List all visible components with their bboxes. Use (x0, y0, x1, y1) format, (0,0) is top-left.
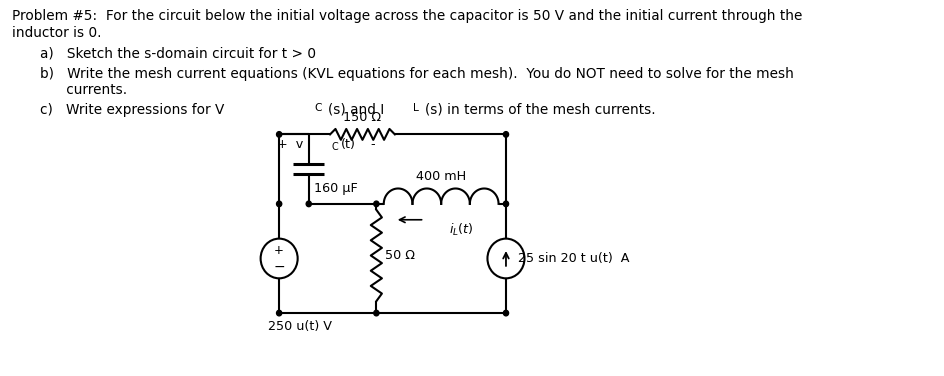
Circle shape (374, 201, 379, 207)
Text: -: - (366, 138, 376, 151)
Text: $i_L(t)$: $i_L(t)$ (448, 222, 473, 238)
Text: (s) in terms of the mesh currents.: (s) in terms of the mesh currents. (425, 103, 655, 117)
Text: +  v: + v (277, 138, 303, 151)
Circle shape (503, 310, 508, 316)
Circle shape (277, 132, 281, 137)
Text: a)   Sketch the s-domain circuit for t > 0: a) Sketch the s-domain circuit for t > 0 (41, 46, 316, 60)
Text: C: C (314, 103, 322, 113)
Text: 160 μF: 160 μF (314, 182, 358, 195)
Text: Problem #5:  For the circuit below the initial voltage across the capacitor is 5: Problem #5: For the circuit below the in… (12, 9, 802, 39)
Circle shape (306, 201, 311, 207)
Text: b)   Write the mesh current equations (KVL equations for each mesh).  You do NOT: b) Write the mesh current equations (KVL… (41, 67, 793, 97)
Text: 25 sin 20 t u(t)  A: 25 sin 20 t u(t) A (517, 252, 629, 265)
Text: −: − (273, 260, 285, 274)
Text: C: C (331, 142, 338, 152)
Text: 50 Ω: 50 Ω (384, 249, 414, 262)
Circle shape (374, 310, 379, 316)
Text: 400 mH: 400 mH (415, 170, 465, 183)
Circle shape (503, 132, 508, 137)
Text: 250 u(t) V: 250 u(t) V (268, 320, 331, 333)
Text: (s) and I: (s) and I (328, 103, 384, 117)
Text: c)   Write expressions for V: c) Write expressions for V (41, 103, 225, 117)
Circle shape (503, 201, 508, 207)
Text: L: L (413, 103, 418, 113)
Circle shape (277, 310, 281, 316)
Text: 150 Ω: 150 Ω (343, 111, 381, 124)
Circle shape (277, 201, 281, 207)
Text: (t): (t) (341, 138, 356, 151)
Text: +: + (274, 244, 284, 257)
